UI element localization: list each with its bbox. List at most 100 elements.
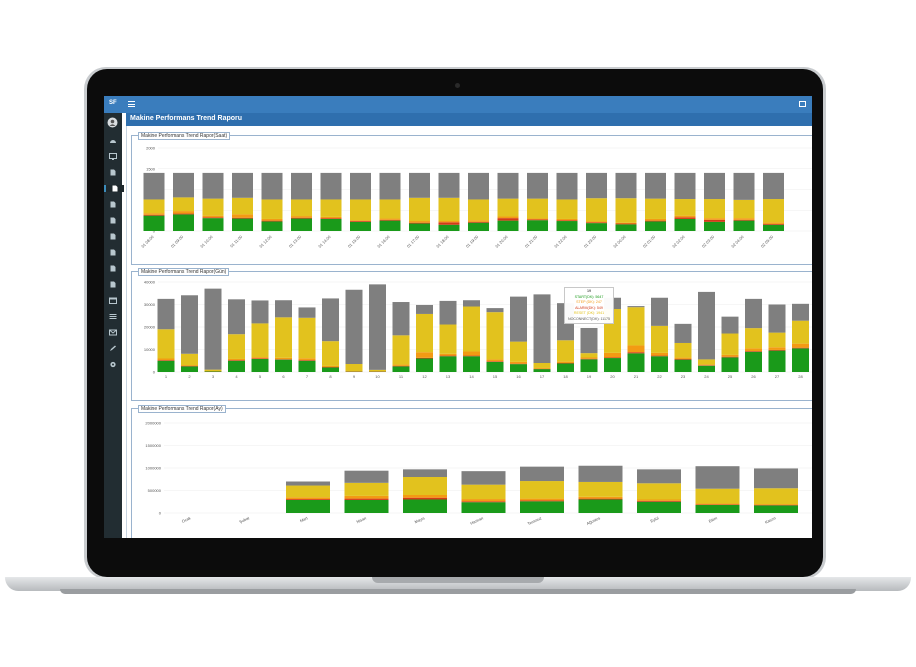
- bar-segment-noconnect[interactable]: [733, 172, 755, 200]
- bar-segment-noconnect[interactable]: [204, 288, 222, 370]
- bar-segment-alarm[interactable]: [733, 218, 755, 220]
- bar-segment-start[interactable]: [674, 359, 692, 372]
- bar-segment-stop[interactable]: [468, 221, 489, 223]
- bar-segment-reset[interactable]: [733, 199, 755, 219]
- list-icon[interactable]: [109, 313, 117, 320]
- file-icon[interactable]: [104, 185, 124, 192]
- bar-segment-stop[interactable]: [578, 498, 623, 500]
- bar-segment-start[interactable]: [556, 221, 578, 231]
- bar-segment-start[interactable]: [745, 351, 762, 372]
- bar-segment-reset[interactable]: [438, 197, 460, 222]
- bar-segment-noconnect[interactable]: [322, 298, 339, 342]
- bar-segment-start[interactable]: [228, 360, 245, 372]
- bar-segment-start[interactable]: [704, 221, 725, 231]
- bar-segment-stop[interactable]: [228, 360, 245, 361]
- bar-segment-start[interactable]: [438, 224, 460, 231]
- bar-segment-start[interactable]: [298, 360, 316, 372]
- bar-segment-start[interactable]: [439, 356, 457, 372]
- bar-segment-alarm[interactable]: [637, 499, 681, 501]
- bar-segment-alarm[interactable]: [721, 354, 739, 357]
- bar-segment-alarm[interactable]: [202, 215, 224, 218]
- bar-segment-start[interactable]: [181, 366, 198, 372]
- bar-segment-noconnect[interactable]: [403, 469, 447, 477]
- bar-segment-alarm[interactable]: [261, 218, 283, 221]
- bar-segment-start[interactable]: [557, 363, 574, 372]
- bar-segment-alarm[interactable]: [604, 352, 621, 358]
- bar-segment-noconnect[interactable]: [704, 172, 725, 200]
- bar-segment-stop[interactable]: [486, 361, 504, 362]
- bar-segment-noconnect[interactable]: [438, 172, 460, 198]
- bar-segment-start[interactable]: [322, 367, 339, 373]
- bar-segment-noconnect[interactable]: [369, 284, 386, 370]
- bar-segment-noconnect[interactable]: [416, 304, 433, 314]
- avatar-icon[interactable]: [107, 117, 118, 128]
- bar-segment-stop[interactable]: [580, 358, 598, 360]
- bar-segment-reset[interactable]: [403, 477, 447, 495]
- bar-segment-reset[interactable]: [645, 198, 666, 219]
- bar-segment-alarm[interactable]: [497, 216, 519, 219]
- bar-segment-noconnect[interactable]: [461, 471, 506, 485]
- file-icon[interactable]: [109, 249, 117, 256]
- bar-segment-start[interactable]: [754, 505, 798, 513]
- bar-segment-reset[interactable]: [486, 312, 504, 360]
- bar-segment-alarm[interactable]: [527, 218, 548, 220]
- bar-segment-noconnect[interactable]: [627, 306, 645, 308]
- file-icon[interactable]: [109, 217, 117, 224]
- bar-segment-start[interactable]: [461, 502, 506, 513]
- bar-segment-alarm[interactable]: [344, 495, 389, 499]
- bar-segment-stop[interactable]: [721, 356, 739, 358]
- bar-segment-stop[interactable]: [202, 217, 224, 219]
- bar-segment-start[interactable]: [261, 221, 283, 231]
- bar-segment-noconnect[interactable]: [486, 308, 504, 313]
- bar-segment-alarm[interactable]: [403, 495, 447, 498]
- bar-segment-alarm[interactable]: [181, 365, 198, 366]
- bar-segment-noconnect[interactable]: [392, 302, 410, 336]
- bar-segment-reset[interactable]: [286, 485, 330, 498]
- bar-segment-reset[interactable]: [698, 359, 715, 365]
- bar-segment-reset[interactable]: [754, 488, 798, 504]
- bar-segment-stop[interactable]: [651, 355, 668, 357]
- bar-segment-reset[interactable]: [344, 482, 389, 496]
- bar-segment-noconnect[interactable]: [379, 172, 401, 200]
- bar-segment-start[interactable]: [674, 218, 696, 231]
- bar-segment-alarm[interactable]: [615, 222, 637, 224]
- bar-segment-alarm[interactable]: [520, 498, 564, 501]
- bar-segment-reset[interactable]: [721, 333, 739, 355]
- bar-segment-alarm[interactable]: [320, 216, 342, 219]
- bar-segment-noconnect[interactable]: [580, 327, 598, 354]
- bar-segment-noconnect[interactable]: [763, 172, 784, 200]
- bar-segment-noconnect[interactable]: [345, 289, 363, 365]
- bar-segment-noconnect[interactable]: [463, 300, 480, 307]
- bar-segment-noconnect[interactable]: [228, 299, 245, 335]
- bar-segment-reset[interactable]: [298, 317, 316, 359]
- bar-segment-stop[interactable]: [604, 357, 621, 359]
- bar-segment-reset[interactable]: [228, 334, 245, 359]
- bar-segment-start[interactable]: [615, 224, 637, 231]
- bar-segment-stop[interactable]: [520, 500, 564, 502]
- bar-segment-reset[interactable]: [578, 481, 623, 497]
- bar-segment-reset[interactable]: [497, 198, 519, 217]
- bar-segment-stop[interactable]: [416, 357, 433, 359]
- bar-segment-alarm[interactable]: [350, 220, 371, 222]
- bar-segment-noconnect[interactable]: [556, 172, 578, 200]
- bar-segment-reset[interactable]: [463, 306, 480, 352]
- bar-segment-start[interactable]: [698, 365, 715, 372]
- bar-segment-alarm[interactable]: [438, 221, 460, 223]
- bar-segment-noconnect[interactable]: [344, 470, 389, 483]
- bar-segment-reset[interactable]: [291, 199, 312, 217]
- bar-segment-stop[interactable]: [745, 351, 762, 352]
- bar-segment-stop[interactable]: [298, 360, 316, 361]
- bar-segment-stop[interactable]: [143, 214, 165, 216]
- bar-segment-start[interactable]: [510, 364, 527, 372]
- bar-segment-noconnect[interactable]: [674, 172, 696, 200]
- bar-segment-alarm[interactable]: [392, 364, 410, 366]
- bar-segment-reset[interactable]: [704, 199, 725, 219]
- bar-segment-stop[interactable]: [527, 219, 548, 221]
- bar-segment-stop[interactable]: [733, 219, 755, 221]
- bar-segment-alarm[interactable]: [792, 343, 809, 348]
- bar-segment-start[interactable]: [320, 218, 342, 231]
- bar-segment-alarm[interactable]: [468, 220, 489, 222]
- bar-segment-start[interactable]: [721, 357, 739, 372]
- bar-segment-reset[interactable]: [615, 198, 637, 223]
- bar-segment-noconnect[interactable]: [298, 307, 316, 318]
